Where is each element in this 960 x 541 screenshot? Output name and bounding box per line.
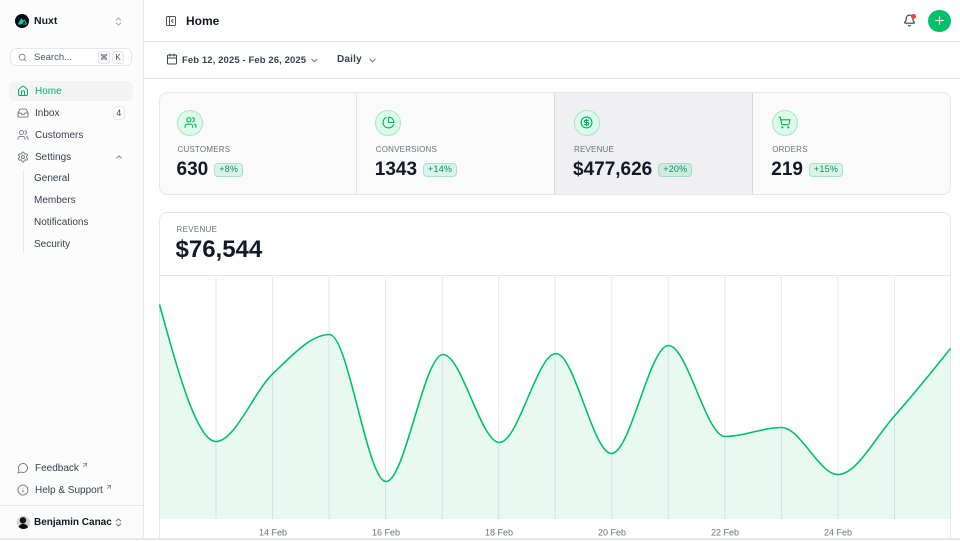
svg-text:20 Feb: 20 Feb: [597, 527, 625, 537]
svg-text:18 Feb: 18 Feb: [484, 527, 512, 537]
svg-text:16 Feb: 16 Feb: [371, 527, 399, 537]
svg-text:22 Feb: 22 Feb: [710, 527, 738, 537]
svg-text:24 Feb: 24 Feb: [823, 527, 851, 537]
svg-text:14 Feb: 14 Feb: [258, 527, 286, 537]
